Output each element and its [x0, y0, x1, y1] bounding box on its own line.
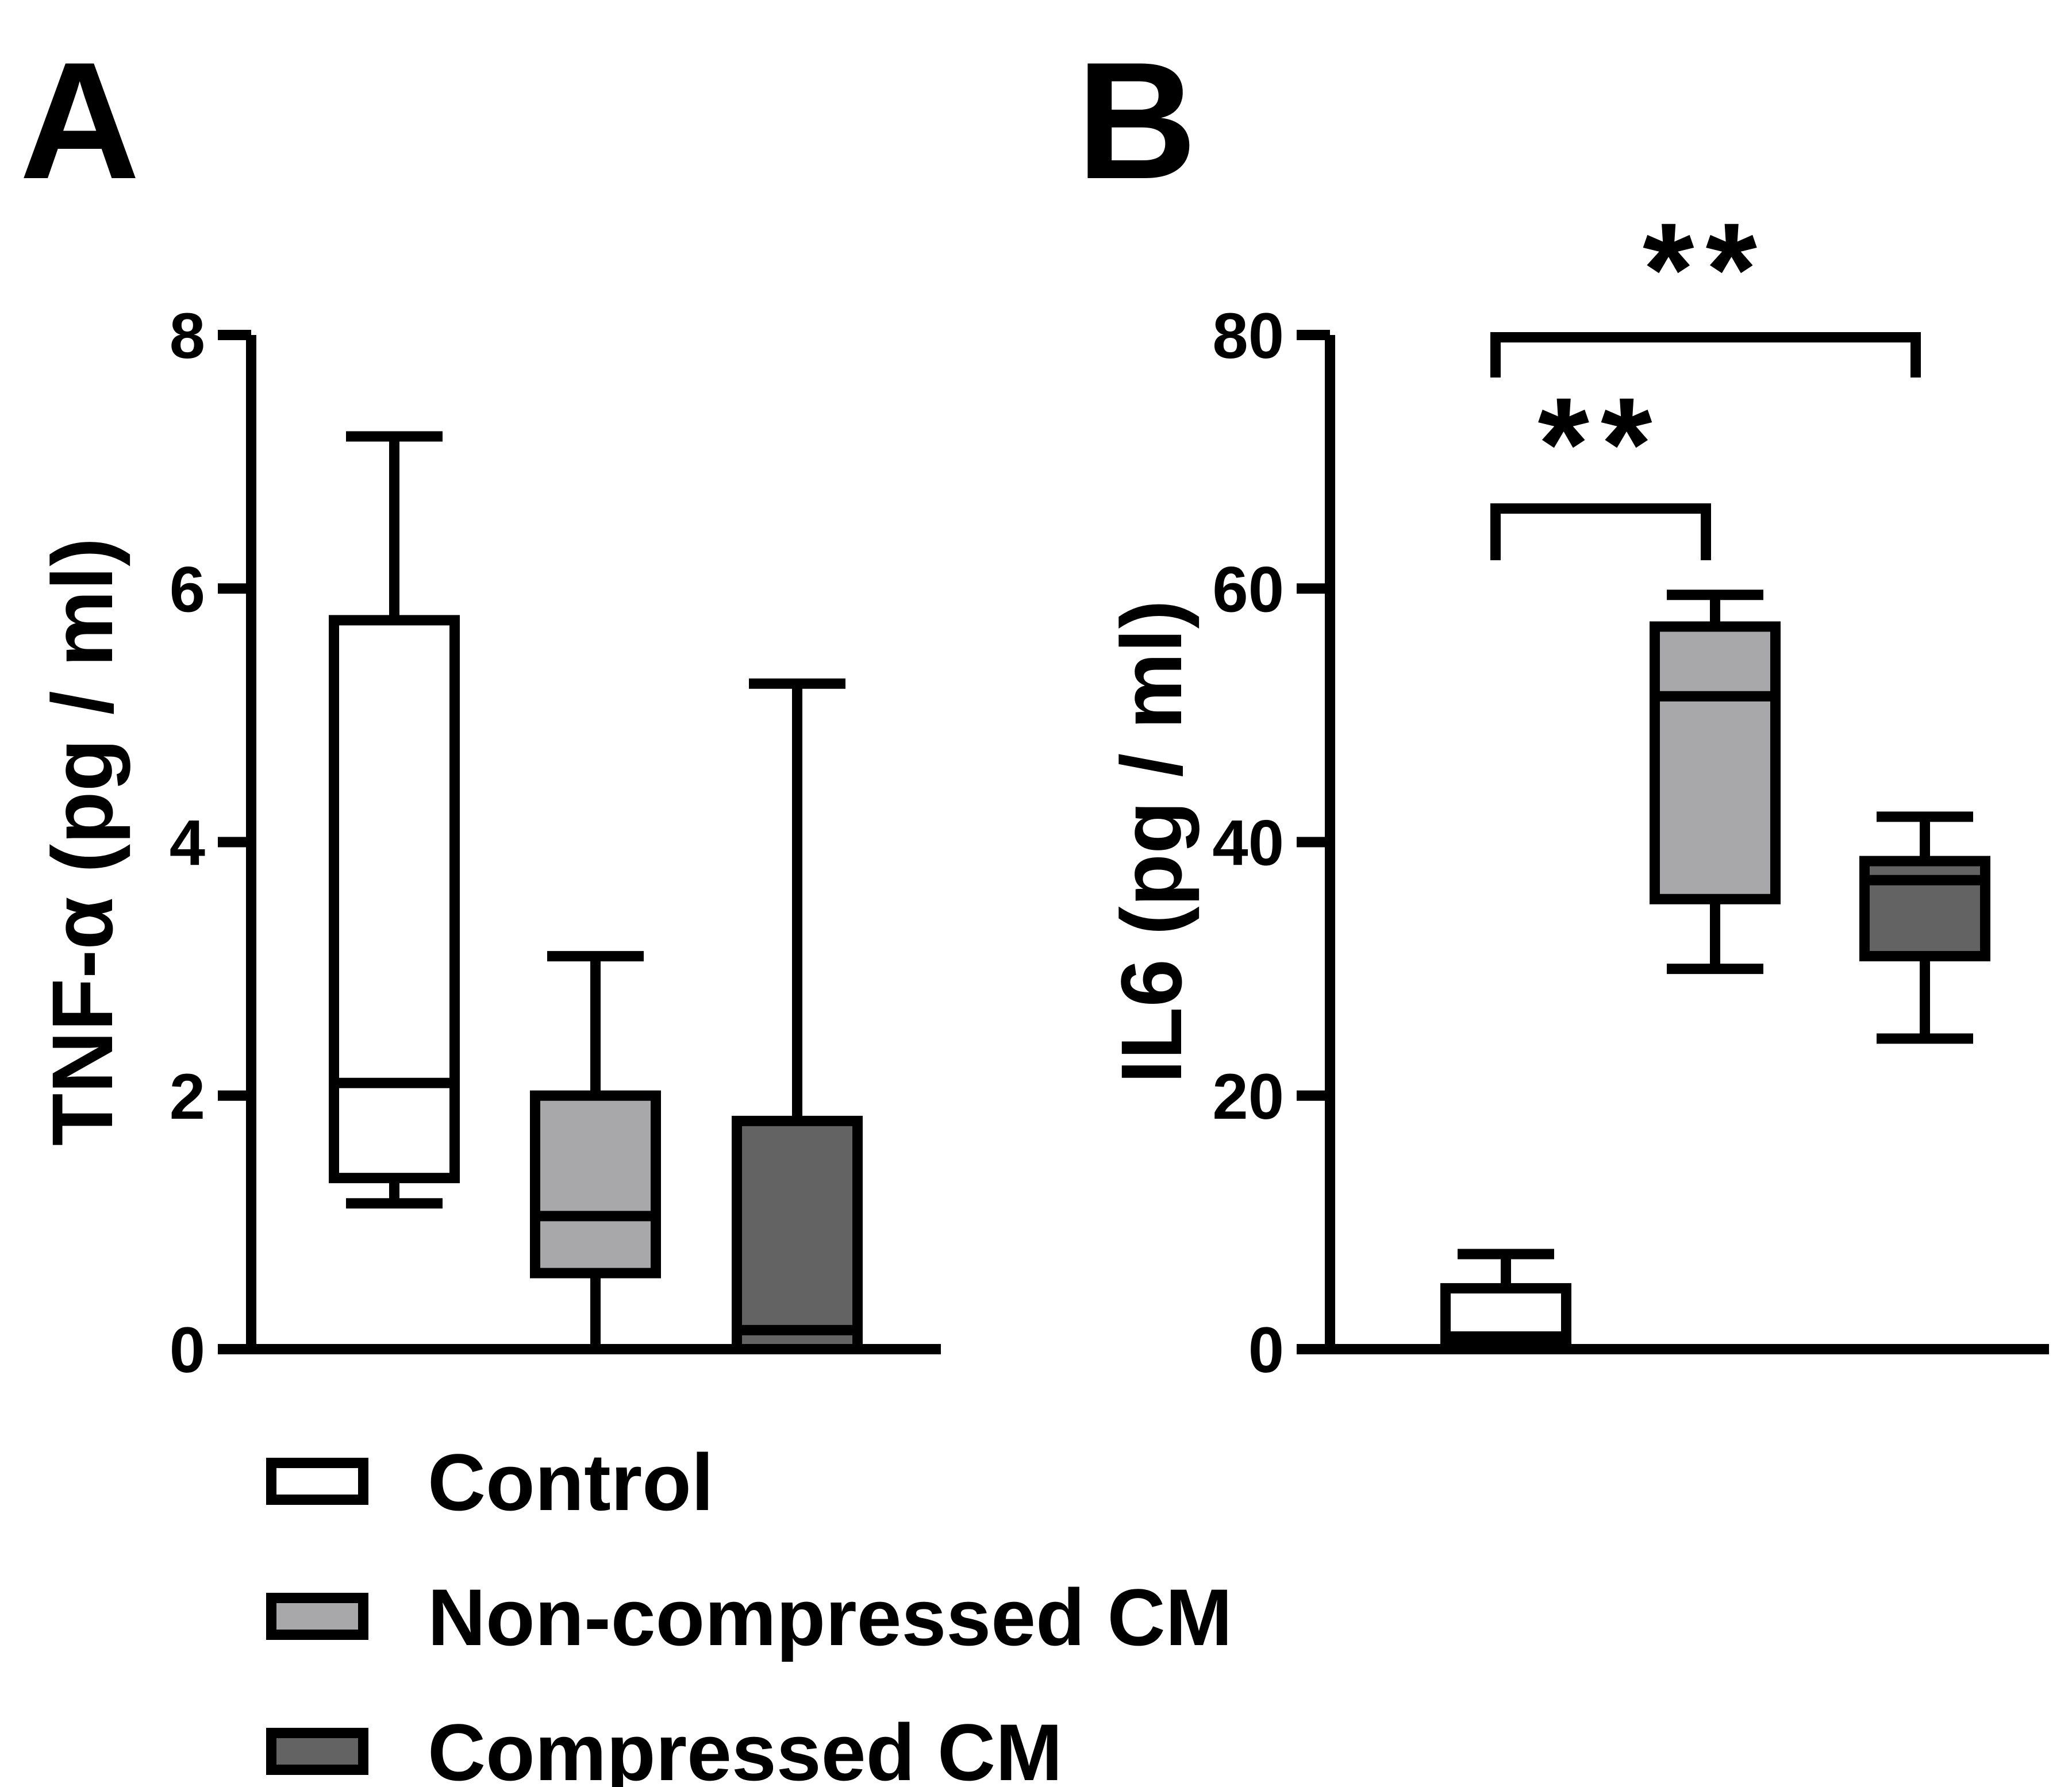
legend-item: Compressed CM	[266, 1707, 1063, 1787]
box-iqr	[1650, 621, 1781, 904]
y-tick-label: 60	[1212, 553, 1284, 625]
legend-label: Compressed CM	[428, 1707, 1063, 1787]
bracket-line	[1490, 503, 1711, 560]
legend-item: Control	[266, 1437, 714, 1527]
y-tick-label: 4	[170, 807, 205, 879]
significance-bracket: **	[1490, 195, 1921, 378]
y-tick-label: 2	[170, 1061, 205, 1133]
panel-a: A 0 2 4 6 8 TNF-α (pg / ml)	[20, 28, 941, 1386]
box-iqr	[530, 1090, 661, 1278]
box-3	[1859, 811, 1990, 1044]
panel-b: B 0 20 40 60 80 IL6 (pg / ml) ** **	[1077, 28, 2049, 1386]
legend-swatch	[266, 1593, 368, 1640]
significance-label: **	[1643, 195, 1769, 343]
legend-item: Non-compressed CM	[266, 1572, 1232, 1662]
panel-label: A	[20, 28, 140, 214]
box-1	[1440, 1249, 1571, 1348]
y-tick-label: 80	[1212, 300, 1284, 372]
y-axis-title: TNF-α (pg / ml)	[34, 538, 130, 1146]
y-tick-label: 0	[1248, 1314, 1284, 1386]
legend-label: Non-compressed CM	[428, 1572, 1232, 1662]
panel-label: B	[1077, 28, 1197, 214]
box-iqr	[732, 1115, 863, 1354]
legend-label: Control	[428, 1437, 714, 1527]
significance-bracket: **	[1490, 370, 1711, 560]
y-tick-label: 8	[170, 300, 205, 372]
y-tick-label: 40	[1212, 807, 1284, 879]
y-tick-label: 0	[170, 1314, 205, 1386]
box-1	[329, 431, 460, 1209]
legend: Control Non-compressed CM Compressed CM	[266, 1437, 1232, 1787]
legend-swatch	[266, 1458, 368, 1505]
box-2	[530, 951, 661, 1349]
bracket-line	[1490, 332, 1921, 378]
y-axis-title: IL6 (pg / ml)	[1103, 600, 1200, 1084]
y-tick-label: 6	[170, 553, 205, 625]
legend-swatch	[266, 1728, 368, 1775]
box-3	[732, 678, 863, 1354]
box-2	[1650, 590, 1781, 975]
y-tick-label: 20	[1212, 1061, 1284, 1133]
box-iqr	[329, 615, 460, 1184]
significance-label: **	[1537, 370, 1663, 518]
